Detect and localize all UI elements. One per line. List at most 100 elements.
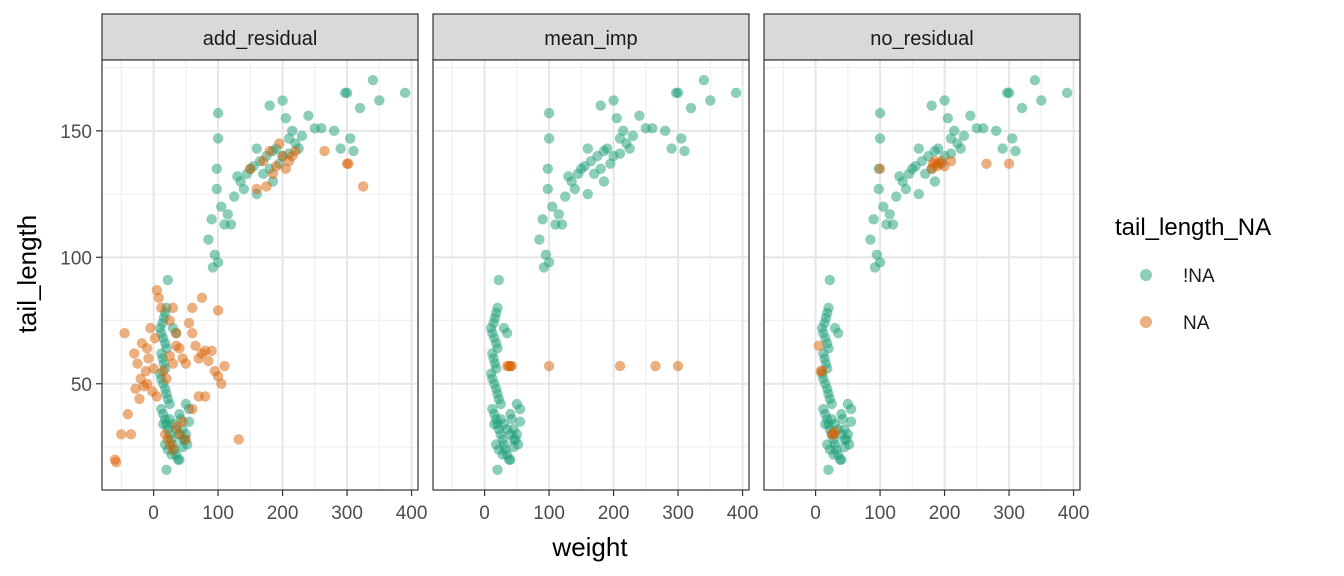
- data-point: [978, 123, 989, 134]
- data-point: [647, 123, 658, 134]
- data-point: [167, 444, 179, 455]
- data-point: [229, 191, 240, 202]
- data-point: [705, 95, 716, 106]
- data-point: [374, 95, 385, 106]
- data-point: [357, 181, 369, 192]
- y-tick-label: 150: [60, 122, 92, 143]
- facet-panels: add_residual mean_imp no_residual: [101, 13, 1081, 491]
- data-point: [303, 110, 314, 121]
- data-point: [958, 130, 970, 142]
- data-point: [141, 378, 153, 389]
- data-point: [672, 360, 684, 372]
- data-point: [190, 340, 201, 352]
- data-point: [698, 75, 710, 86]
- data-point: [162, 274, 173, 286]
- data-point: [211, 163, 222, 174]
- data-point: [193, 391, 204, 402]
- data-point: [267, 168, 279, 180]
- data-point: [634, 110, 645, 121]
- data-point: [148, 363, 159, 374]
- data-point: [589, 168, 600, 180]
- data-point: [595, 100, 606, 111]
- x-tick-label: 400: [727, 503, 759, 524]
- data-point: [543, 133, 555, 144]
- data-point: [543, 107, 555, 119]
- panel-background: [102, 60, 418, 490]
- data-point: [997, 143, 1008, 154]
- data-point: [206, 214, 217, 225]
- panel-border: [101, 59, 419, 491]
- data-point: [251, 143, 262, 154]
- legend-label: NA: [1183, 313, 1210, 334]
- data-point: [945, 148, 957, 159]
- data-point: [1010, 145, 1021, 157]
- data-point: [542, 183, 553, 195]
- y-tick-label: 100: [60, 248, 92, 269]
- data-point: [730, 87, 742, 99]
- data-point: [990, 125, 1002, 137]
- data-point: [354, 102, 366, 114]
- data-point: [187, 302, 198, 314]
- data-point: [845, 416, 857, 427]
- data-point: [183, 317, 195, 329]
- panel-background: [433, 60, 749, 490]
- data-point: [258, 168, 269, 180]
- data-point: [878, 201, 889, 212]
- data-point: [274, 138, 285, 149]
- data-point: [659, 125, 671, 137]
- data-point: [887, 219, 899, 230]
- points-add_residual: [109, 75, 411, 475]
- data-point: [614, 148, 626, 159]
- data-point: [828, 449, 839, 460]
- data-point: [341, 87, 353, 99]
- data-point: [264, 100, 275, 111]
- facet-strip-label: mean_imp: [544, 28, 637, 50]
- data-point: [170, 340, 182, 352]
- data-point: [891, 191, 902, 202]
- data-point: [874, 107, 886, 119]
- data-point: [348, 145, 359, 157]
- data-point: [280, 112, 291, 124]
- data-point: [132, 358, 143, 369]
- data-point: [542, 163, 553, 174]
- x-tick-label: 200: [598, 503, 630, 524]
- data-point: [913, 188, 924, 200]
- data-point: [110, 456, 122, 468]
- data-point: [1003, 158, 1015, 169]
- x-tick-label: 200: [929, 503, 961, 524]
- data-point: [501, 327, 513, 339]
- data-point: [547, 201, 558, 212]
- data-point: [122, 408, 133, 420]
- data-point: [582, 143, 593, 154]
- data-point: [913, 143, 924, 154]
- data-point: [119, 327, 130, 339]
- data-point: [156, 302, 167, 314]
- data-point: [180, 434, 192, 445]
- data-point: [543, 257, 555, 268]
- data-point: [343, 158, 354, 169]
- data-point: [955, 143, 966, 154]
- data-point: [945, 155, 957, 167]
- data-point: [627, 130, 639, 142]
- legend-label: !NA: [1183, 266, 1215, 287]
- data-point: [965, 110, 976, 121]
- data-point: [130, 383, 141, 395]
- data-point: [277, 95, 288, 106]
- data-point: [813, 340, 825, 352]
- data-point: [508, 434, 519, 445]
- data-point: [264, 145, 275, 157]
- data-point: [212, 133, 224, 144]
- data-point: [1029, 75, 1041, 86]
- panel-background: [764, 60, 1080, 490]
- data-point: [926, 100, 937, 111]
- data-point: [129, 348, 140, 359]
- data-point: [666, 143, 677, 154]
- data-point: [216, 201, 227, 212]
- data-point: [493, 274, 504, 286]
- data-point: [506, 360, 517, 372]
- data-point: [685, 102, 697, 114]
- data-point: [824, 274, 835, 286]
- facet-panel-mean_imp: mean_imp: [432, 13, 750, 491]
- data-point: [187, 327, 198, 339]
